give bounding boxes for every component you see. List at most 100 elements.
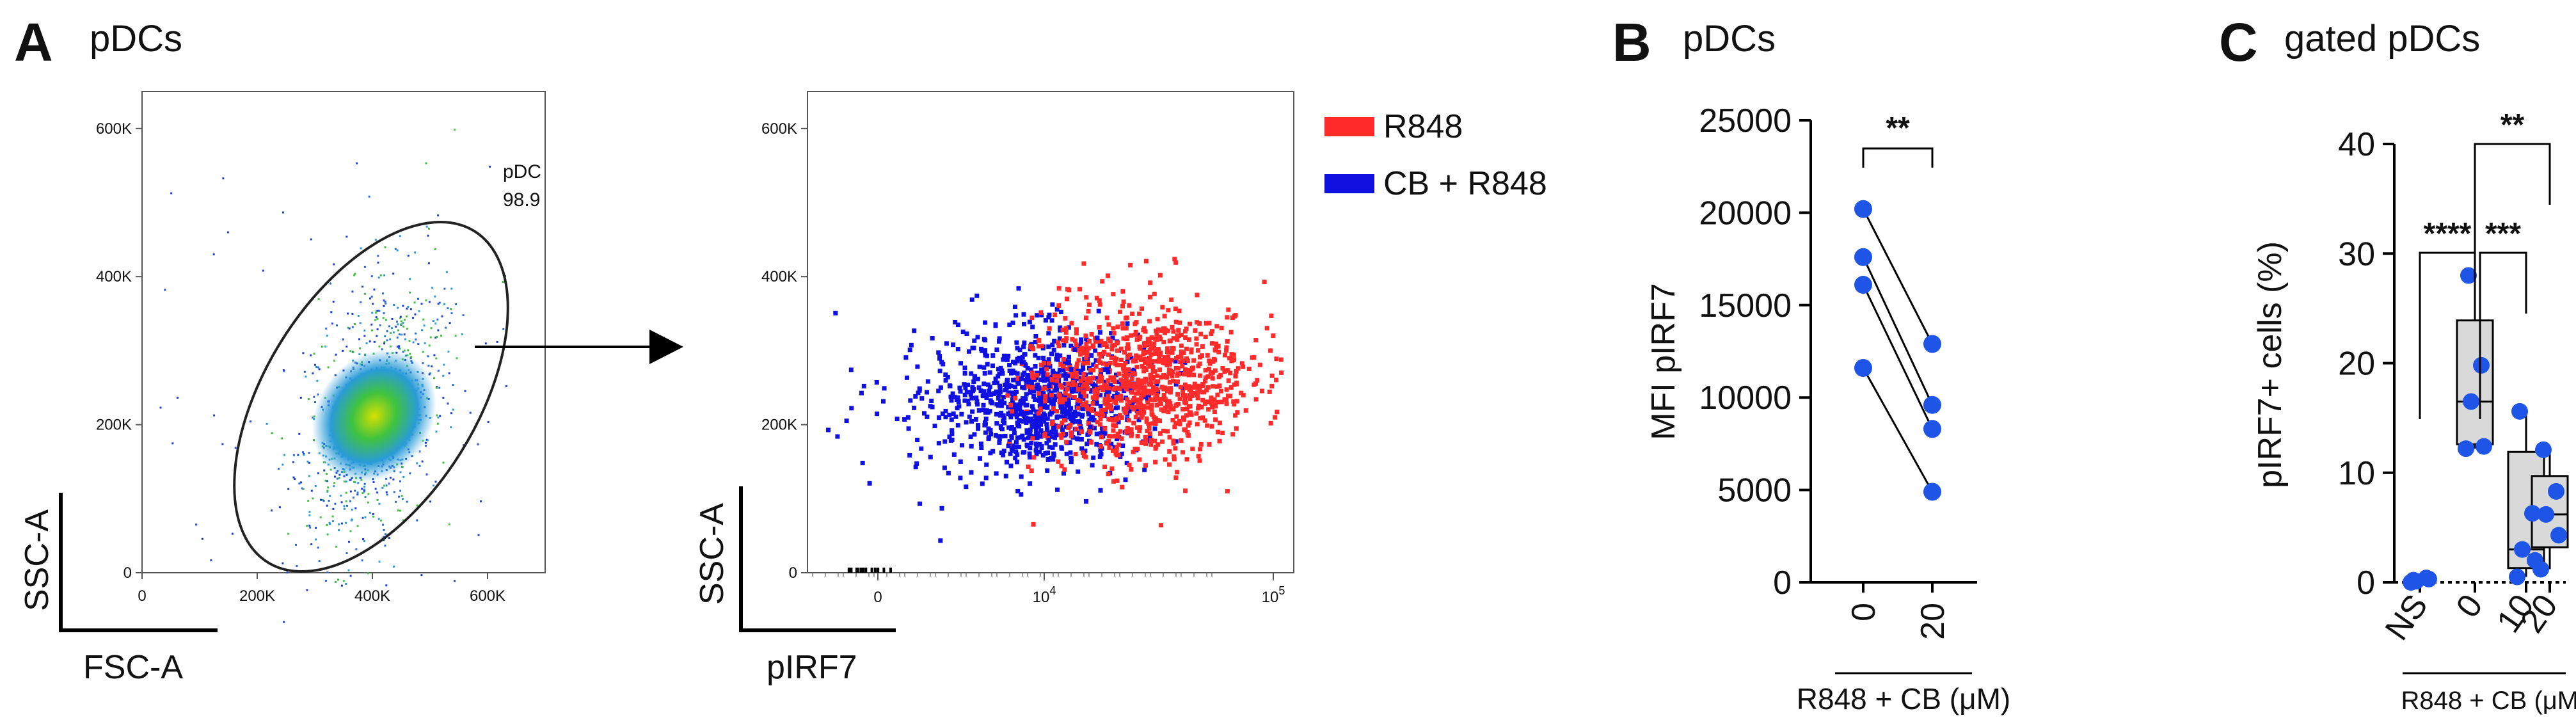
flow2-event-cb-r848 bbox=[1088, 370, 1093, 375]
flow1-x-ticks: 0 200K 400K 600K bbox=[138, 573, 505, 605]
b-point bbox=[1854, 200, 1872, 218]
flow2-event-r848 bbox=[1159, 523, 1164, 528]
flow1-event bbox=[372, 513, 374, 515]
flow1-event bbox=[310, 490, 313, 492]
flow2-event-r848 bbox=[1228, 371, 1233, 376]
flow2-event-cb-r848 bbox=[1010, 443, 1015, 449]
flow2-event-cb-r848 bbox=[1059, 445, 1064, 450]
flow1-event bbox=[496, 340, 498, 343]
flow1-event bbox=[416, 504, 418, 507]
flow1-event bbox=[408, 278, 411, 280]
flow1-event bbox=[351, 291, 354, 293]
flow2-event-r848 bbox=[1234, 380, 1239, 385]
flow2-event-r848 bbox=[1080, 402, 1085, 407]
flow2-event-cb-r848 bbox=[1038, 428, 1044, 433]
flow1-event bbox=[271, 432, 273, 435]
flow2-event-r848 bbox=[1106, 336, 1111, 341]
flow2-event-cb-r848 bbox=[1173, 382, 1179, 387]
flow2-event-cb-r848 bbox=[1001, 357, 1006, 362]
flow2-event-cb-r848 bbox=[1049, 351, 1054, 356]
flow2-event-r848 bbox=[1149, 352, 1154, 357]
flow2-event-r848 bbox=[1120, 484, 1125, 490]
flow1-event bbox=[484, 342, 487, 345]
flow1-event bbox=[403, 319, 406, 321]
flow2-event-r848 bbox=[1102, 383, 1107, 388]
flow1-event bbox=[319, 516, 322, 518]
flow2-event-r848 bbox=[1179, 350, 1184, 355]
flow2-event-r848 bbox=[1133, 447, 1138, 452]
flow2-event-cb-r848 bbox=[1110, 335, 1115, 340]
flow1-event bbox=[364, 495, 367, 498]
flow2-event-r848 bbox=[1135, 411, 1140, 416]
flow2-event-r848 bbox=[1149, 403, 1154, 408]
flow2-event-cb-r848 bbox=[1046, 357, 1051, 362]
flow1-event bbox=[353, 481, 355, 483]
flow2-event-r848 bbox=[1061, 356, 1066, 362]
flow1-event bbox=[461, 333, 463, 335]
flow2-event-r848 bbox=[1185, 358, 1190, 363]
flow1-event bbox=[402, 325, 405, 328]
flow2-event-r848 bbox=[1144, 416, 1149, 421]
flow2-event-r848 bbox=[1155, 392, 1159, 397]
flow2-event-r848 bbox=[1097, 352, 1102, 356]
flow2-event-cb-r848 bbox=[1042, 404, 1047, 410]
flow2-event-cb-r848 bbox=[859, 390, 864, 395]
flow2-event-r848 bbox=[1175, 379, 1180, 384]
flow2-event-cb-r848 bbox=[1050, 302, 1055, 307]
flow2-event-cb-r848 bbox=[970, 388, 975, 394]
flow2-event-r848 bbox=[1175, 470, 1180, 475]
flow2-event-cb-r848 bbox=[969, 371, 974, 376]
flow2-event-r848 bbox=[1161, 394, 1166, 399]
flow2-event-cb-r848 bbox=[1023, 416, 1028, 421]
flow2-event-cb-r848 bbox=[1014, 313, 1019, 318]
flow2-event-r848 bbox=[1088, 368, 1093, 372]
flow2-event-r848 bbox=[1189, 349, 1194, 355]
flow2-event-cb-r848 bbox=[1005, 357, 1010, 362]
flow2-event-cb-r848 bbox=[1003, 383, 1007, 387]
flow1-event bbox=[383, 274, 386, 276]
flow1-event bbox=[370, 329, 373, 331]
flow2-event-r848 bbox=[1111, 292, 1116, 297]
flow2-event-r848 bbox=[1159, 407, 1164, 412]
flow2-event-cb-r848 bbox=[1067, 359, 1071, 364]
flow1-event bbox=[354, 507, 357, 509]
flow2-event-cb-r848 bbox=[980, 408, 985, 413]
flow1-event bbox=[327, 486, 330, 489]
flow2-event-r848 bbox=[1184, 356, 1189, 361]
flow2-event-r848 bbox=[1136, 355, 1141, 360]
flow2-event-r848 bbox=[1093, 395, 1098, 401]
flow2-event-r848 bbox=[1207, 399, 1212, 404]
flow2-event-cb-r848 bbox=[958, 459, 963, 464]
flow2-event-cb-r848 bbox=[937, 369, 942, 374]
flow2-event-cb-r848 bbox=[849, 406, 854, 411]
flow1-event bbox=[283, 621, 285, 623]
flow2-event-cb-r848 bbox=[1058, 414, 1063, 419]
flow1-event bbox=[386, 339, 388, 342]
flow2-event-cb-r848 bbox=[1001, 413, 1006, 418]
flow2-event-cb-r848 bbox=[1067, 355, 1071, 360]
flow1-event bbox=[396, 346, 399, 348]
flow1-event bbox=[227, 231, 229, 234]
flow2-event-cb-r848 bbox=[1015, 488, 1021, 493]
flow2-event-r848 bbox=[1129, 427, 1134, 433]
flow2-event-cb-r848 bbox=[1097, 330, 1102, 335]
flow2-event-r848 bbox=[1197, 458, 1202, 463]
flow2-event-r848 bbox=[1139, 358, 1143, 363]
flow2-event-r848 bbox=[1173, 475, 1179, 480]
flow2-event-cb-r848 bbox=[1008, 383, 1014, 388]
flow2-event-cb-r848 bbox=[1024, 420, 1029, 425]
flow2-event-r848 bbox=[1211, 384, 1216, 389]
flow1-event bbox=[376, 310, 379, 312]
flow2-event-r848 bbox=[1181, 389, 1186, 394]
flow2-event-cb-r848 bbox=[1012, 402, 1017, 407]
c-significance: **** ***** bbox=[2419, 108, 2551, 419]
flow1-x-tick-label: 200K bbox=[239, 587, 275, 605]
flow2-event-r848 bbox=[1030, 436, 1035, 441]
flow2-event-r848 bbox=[1104, 315, 1109, 321]
flow2-event-r848 bbox=[1074, 342, 1079, 347]
flow2-event-r848 bbox=[1040, 387, 1046, 391]
flow2-event-cb-r848 bbox=[1173, 359, 1178, 364]
flow2-event-cb-r848 bbox=[928, 404, 933, 409]
flow2-event-r848 bbox=[1113, 361, 1118, 366]
